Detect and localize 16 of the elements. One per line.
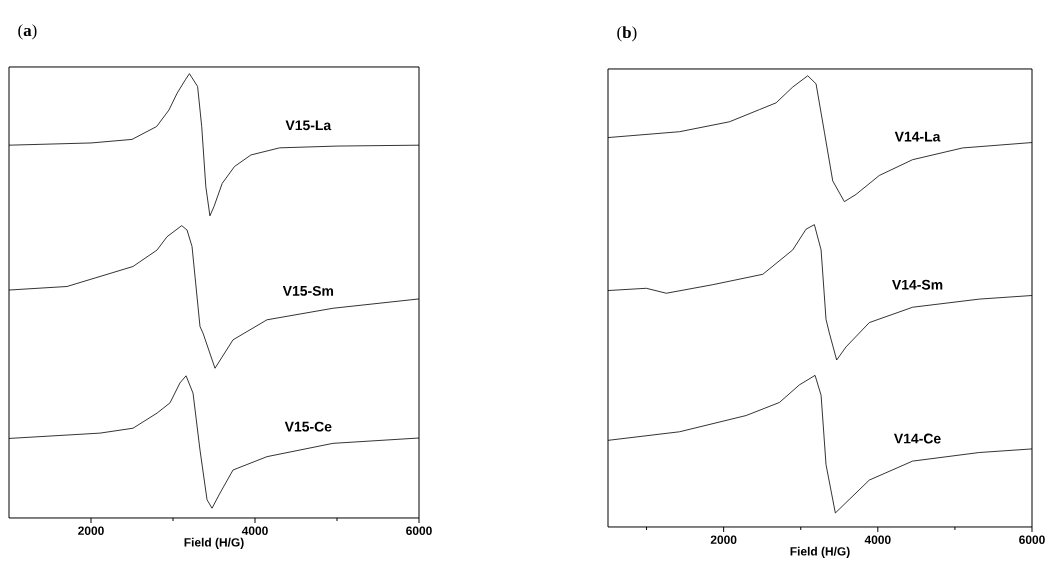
chart-title: (a) <box>18 24 37 40</box>
x-tick-label: 2000 <box>78 526 104 535</box>
series-label: V15-Sm <box>282 285 334 296</box>
chart-title: (b) <box>617 26 637 42</box>
x-tick-label: 6000 <box>1019 535 1045 544</box>
series-label: V14-La <box>894 131 941 142</box>
x-tick-label: 6000 <box>406 526 432 535</box>
x-tick-label: 4000 <box>864 535 891 544</box>
series-label: V15-La <box>285 120 332 131</box>
series-label: V14-Ce <box>893 433 941 444</box>
series-label: V14-Sm <box>892 279 943 290</box>
series-label: V15-Ce <box>284 421 332 432</box>
x-axis-title: Field (H/G) <box>184 537 244 549</box>
x-tick-label: 4000 <box>241 526 268 535</box>
x-tick-label: 2000 <box>710 535 737 544</box>
x-axis-title: Field (H/G) <box>790 546 850 558</box>
